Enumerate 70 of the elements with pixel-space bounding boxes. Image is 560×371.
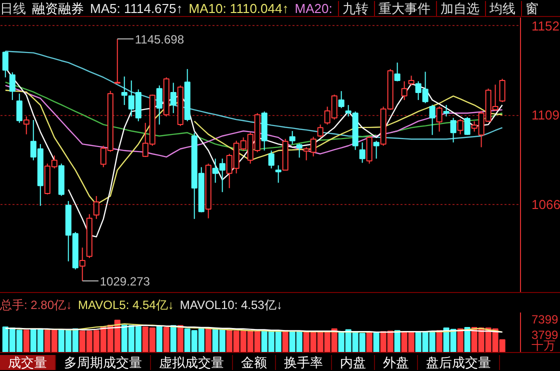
- bar: [436, 330, 442, 352]
- y-tick-label: 1152: [532, 18, 560, 34]
- text: 换手率: [276, 355, 332, 370]
- candlestick: [268, 150, 274, 169]
- text: 日线: [0, 1, 26, 16]
- candlestick: [450, 117, 456, 143]
- candlestick: [121, 76, 128, 106]
- text: 窗: [521, 1, 538, 16]
- candlestick: [373, 140, 380, 160]
- candlestick: [93, 196, 100, 220]
- annotation: 1029.273: [100, 274, 150, 288]
- candlestick: [436, 106, 442, 132]
- bar: [156, 326, 162, 352]
- text: MAVOL10: 4.53亿↓: [180, 298, 282, 312]
- candlestick: [429, 104, 436, 136]
- text: 成交量: [0, 355, 56, 370]
- candlestick: [457, 118, 464, 135]
- candlestick: [464, 116, 470, 136]
- candlestick: [443, 104, 450, 117]
- candlestick: [23, 116, 30, 135]
- y-tick-label: 1066: [532, 197, 560, 212]
- text: 虚拟成交量: [151, 355, 233, 370]
- text: MA20:: [294, 1, 332, 16]
- text: 盘后成交量: [418, 355, 500, 370]
- bar: [282, 330, 288, 352]
- candlestick: [359, 142, 366, 164]
- bar: [464, 327, 470, 352]
- candlestick: [114, 38, 120, 84]
- text: 重大事件: [374, 1, 430, 16]
- candlestick: [338, 90, 344, 109]
- annotation: 1145.698: [134, 32, 184, 46]
- text: MAVOL5: 4.54亿↓: [78, 298, 174, 312]
- bar: [457, 328, 464, 352]
- y-tick-label: 7399: [532, 312, 559, 326]
- text: 外盘: [375, 355, 418, 370]
- text: 加自选: [436, 1, 480, 16]
- y-tick-label: 十万: [532, 338, 556, 352]
- bar: [373, 332, 380, 352]
- candlestick: [401, 80, 408, 101]
- bar: [366, 332, 372, 352]
- bar: [394, 330, 400, 352]
- candlestick: [499, 78, 506, 103]
- candlestick: [296, 143, 302, 158]
- text: 多周期成交量: [56, 355, 151, 370]
- candlestick: [16, 93, 22, 124]
- candlestick: [394, 62, 400, 82]
- y-tick-label: 1109: [532, 108, 560, 123]
- text: 九转: [338, 1, 368, 16]
- candlestick: [79, 247, 86, 282]
- text: MA10: 1110.044↑: [188, 1, 289, 16]
- text: 金额: [233, 355, 276, 370]
- text: 均线: [485, 1, 516, 16]
- bar: [163, 327, 170, 352]
- candlestick: [9, 72, 16, 101]
- candlestick: [170, 82, 176, 114]
- candlestick: [156, 84, 162, 126]
- text: MA5: 1114.675↑: [90, 1, 183, 16]
- candlestick: [408, 75, 414, 86]
- bar: [177, 325, 184, 352]
- text: 内盘: [332, 355, 375, 370]
- bar: [205, 328, 212, 352]
- text: 总手: 2.80亿↓: [0, 298, 72, 312]
- bar: [170, 325, 176, 352]
- bar: [23, 330, 30, 352]
- candlestick: [289, 130, 296, 145]
- text: 融资融券: [32, 1, 84, 16]
- candlestick: [275, 164, 282, 184]
- candlestick: [366, 135, 372, 164]
- candlestick: [317, 124, 324, 138]
- candlestick: [2, 50, 8, 78]
